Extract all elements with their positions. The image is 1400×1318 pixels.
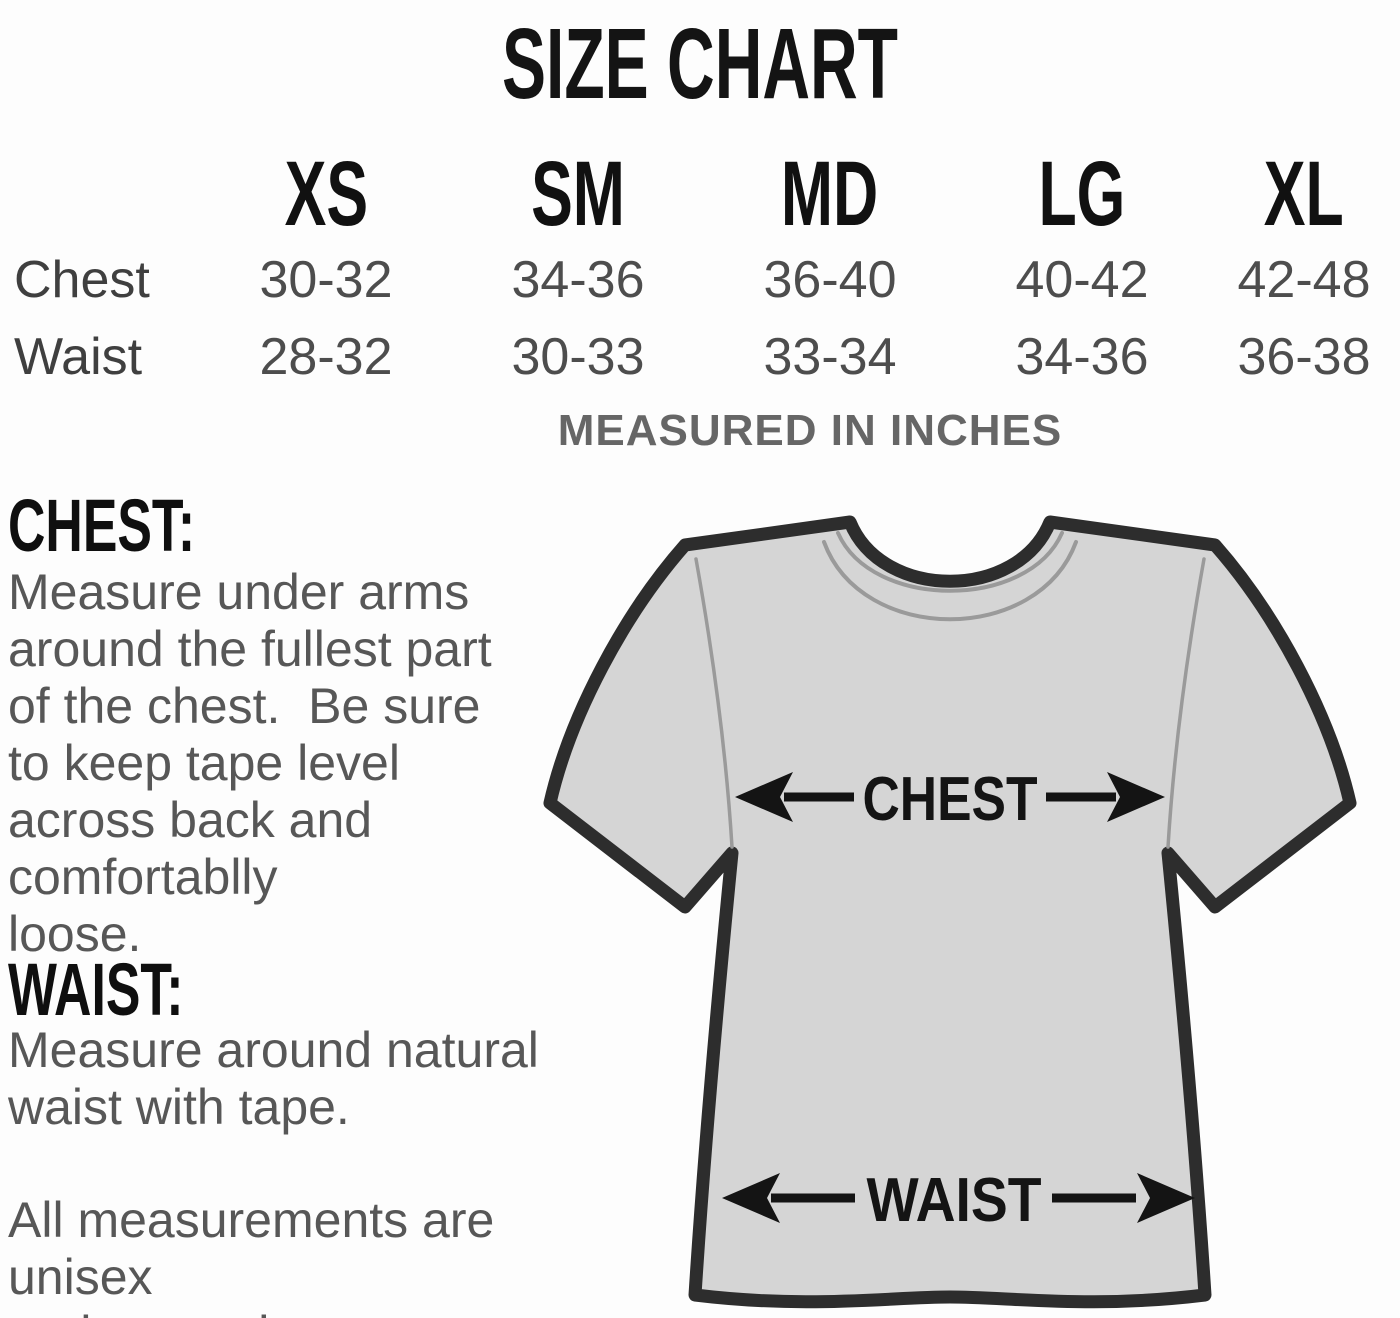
cell-waist-sm: 30-33 (511, 328, 645, 386)
waist-arrow-left-head (722, 1173, 780, 1223)
chest-section-heading-text: CHEST: (8, 484, 196, 567)
column-header-xl-text: XL (1264, 143, 1344, 245)
waist-arrow-label: WAIST (867, 1166, 1042, 1235)
column-header-lg: LG (956, 146, 1208, 242)
column-header-md: MD (704, 146, 956, 242)
collar-rib-line-inner (822, 540, 1078, 622)
cell-chest-xl: 42-48 (1237, 251, 1371, 309)
cell-chest-lg: 40-42 (1015, 251, 1149, 309)
column-header-sm-text: SM (531, 143, 625, 245)
waist-instructions: Measure around natural waist with tape. (8, 1022, 539, 1135)
cell-waist-xs: 28-32 (259, 328, 393, 386)
chest-arrow-left-head (735, 772, 793, 822)
chest-instructions: Measure under arms around the fullest pa… (8, 564, 492, 962)
waist-arrow-right-head (1137, 1173, 1195, 1223)
cell-chest-sm: 34-36 (511, 251, 645, 309)
column-header-sm: SM (452, 146, 704, 242)
waist-section-heading-text: WAIST: (8, 948, 184, 1031)
units-note: MEASURED IN INCHES (557, 406, 1063, 455)
tshirt-outline (543, 515, 1357, 1309)
cell-waist-lg: 34-36 (1015, 328, 1149, 386)
column-header-lg-text: LG (1038, 143, 1126, 245)
left-sleeve-seam (694, 557, 734, 849)
size-table: XS SM MD LG XL Chest 30-32 34-36 36-40 4… (0, 146, 1400, 396)
chest-arrow: CHEST (735, 765, 1165, 834)
tshirt-diagram: CHEST WAIST (543, 515, 1357, 1309)
chest-arrow-right-head (1107, 772, 1165, 822)
footnote: All measurements are unisex and approxim… (8, 1192, 495, 1318)
chest-arrow-label: CHEST (863, 765, 1038, 834)
column-header-xs: XS (200, 146, 452, 242)
row-label-chest: Chest (14, 251, 150, 309)
column-header-xl: XL (1208, 146, 1400, 242)
table-corner-cell (0, 146, 200, 242)
cell-chest-xs: 30-32 (259, 251, 393, 309)
column-header-md-text: MD (781, 143, 879, 245)
collar-rib-line-outer (836, 531, 1064, 593)
cell-waist-xl: 36-38 (1237, 328, 1371, 386)
cell-waist-md: 33-34 (763, 328, 897, 386)
waist-arrow: WAIST (722, 1166, 1195, 1235)
page-title-text: SIZE CHART (502, 8, 898, 120)
cell-chest-md: 36-40 (763, 251, 897, 309)
row-label-waist: Waist (14, 328, 143, 386)
waist-section-heading: WAIST: (8, 952, 259, 1028)
chest-section-heading: CHEST: (8, 488, 275, 564)
page-title: SIZE CHART (0, 12, 1400, 116)
column-header-xs-text: XS (284, 143, 368, 245)
right-sleeve-seam (1166, 557, 1206, 849)
